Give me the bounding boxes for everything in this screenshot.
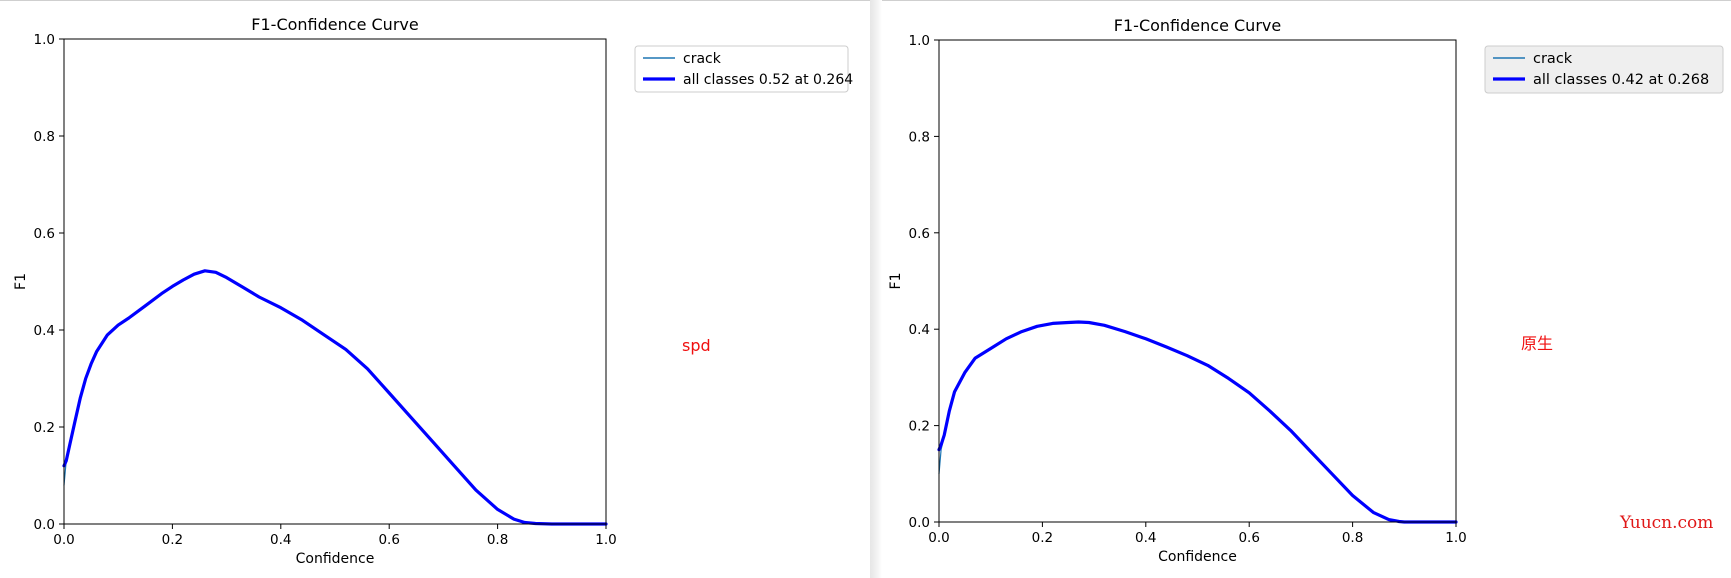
chart-1-series-all-classes-line bbox=[937, 320, 1458, 524]
chart-0-x-axis-label: Confidence bbox=[296, 551, 375, 567]
chart-1-legend-label-crack: crack bbox=[1533, 51, 1573, 67]
chart-1-y-axis-label: F1 bbox=[888, 273, 904, 290]
chart-0-legend-label-crack: crack bbox=[683, 51, 722, 67]
chart-0-x-tick-label: 0.8 bbox=[487, 532, 508, 548]
chart-0-y-tick-label: 0.8 bbox=[34, 129, 55, 145]
left-note: spd bbox=[682, 336, 711, 355]
chart-1-x-tick-label: 0.2 bbox=[1032, 530, 1053, 546]
chart-1-title: F1-Confidence Curve bbox=[1114, 16, 1281, 35]
right-note: 原生 bbox=[1521, 334, 1554, 353]
chart-0-x-tick-label: 0.6 bbox=[378, 532, 399, 548]
chart-1-y-tick-label: 0.6 bbox=[909, 226, 930, 242]
chart-1-axes-frame bbox=[938, 39, 1457, 523]
chart-1-x-axis-label: Confidence bbox=[1158, 549, 1237, 565]
chart-1-legend-box bbox=[1484, 45, 1724, 94]
watermark: Yuucn.com bbox=[1620, 513, 1714, 533]
chart-0-y-tick-label: 0.4 bbox=[34, 323, 55, 339]
chart-0-series-all-classes-line bbox=[62, 269, 608, 526]
chart-0-x-tick-label: 0.4 bbox=[270, 532, 291, 548]
chart-1-y-tick-label: 1.0 bbox=[909, 33, 930, 49]
top-border-right bbox=[882, 0, 1731, 1]
chart-0-x-tick-label: 1.0 bbox=[595, 532, 616, 548]
top-border-left bbox=[0, 0, 870, 1]
chart-0-x-tick-label: 0.0 bbox=[53, 532, 74, 548]
chart-0-legend-label-all-classes: all classes 0.52 at 0.264 bbox=[683, 72, 853, 88]
chart-1-y-tick-label: 0.4 bbox=[909, 322, 930, 338]
chart-0-y-tick-label: 1.0 bbox=[34, 32, 55, 48]
chart-0-series-crack-line bbox=[63, 270, 607, 525]
chart-0-y-tick-label: 0.6 bbox=[34, 226, 55, 242]
chart-1-x-tick-label: 0.8 bbox=[1342, 530, 1363, 546]
chart-0-legend-box bbox=[634, 45, 849, 93]
chart-1-y-tick-label: 0.8 bbox=[909, 129, 930, 145]
chart-1-series-crack-line bbox=[938, 321, 1457, 523]
chart-1-y-tick-label: 0.0 bbox=[909, 515, 930, 531]
chart-1-x-tick-label: 0.0 bbox=[928, 530, 949, 546]
chart-0-y-tick-label: 0.2 bbox=[34, 420, 55, 436]
chart-0-y-tick-label: 0.0 bbox=[34, 517, 55, 533]
chart-0-title: F1-Confidence Curve bbox=[251, 15, 418, 34]
chart-left-spd: F1-Confidence Curve 0.0 0.2 0.4 0.6 0.8 1.0 0.0… bbox=[13, 15, 853, 567]
chart-1-x-tick-label: 0.4 bbox=[1135, 530, 1156, 546]
chart-0-y-axis-label: F1 bbox=[13, 273, 29, 290]
chart-1-legend-label-all-classes: all classes 0.42 at 0.268 bbox=[1533, 72, 1709, 88]
chart-1-x-tick-label: 0.6 bbox=[1238, 530, 1259, 546]
chart-right-native: F1-Confidence Curve 0.0 0.2 0.4 0.6 0.8 1.0 0.0… bbox=[888, 16, 1724, 565]
chart-1-x-tick-label: 1.0 bbox=[1445, 530, 1466, 546]
panel-divider bbox=[870, 0, 882, 578]
chart-0-axes-frame bbox=[63, 38, 607, 525]
chart-1-y-tick-label: 0.2 bbox=[909, 419, 930, 435]
chart-0-x-tick-label: 0.2 bbox=[162, 532, 183, 548]
